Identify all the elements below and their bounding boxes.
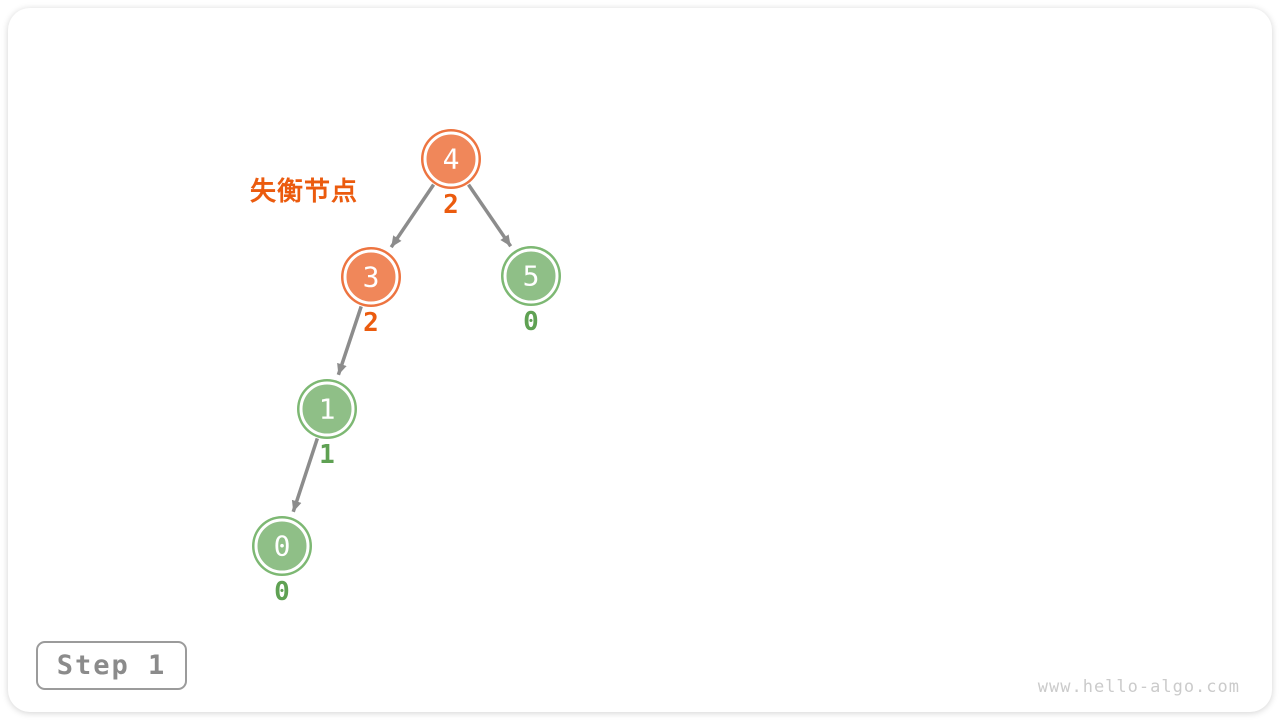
node-value: 3	[362, 260, 380, 293]
balance-factor-3: 2	[363, 308, 379, 338]
node-value: 5	[522, 259, 540, 292]
node-value: 1	[318, 392, 336, 425]
tree-node-0: 0	[254, 518, 310, 574]
balance-factor-5: 0	[523, 307, 539, 337]
tree-node-1: 1	[299, 381, 355, 437]
node-value: 4	[442, 142, 460, 175]
watermark-text: www.hello-algo.com	[1037, 677, 1240, 697]
tree-edge-4-5	[467, 183, 513, 248]
unbalanced-node-label: 失衡节点	[250, 177, 359, 207]
step-badge-label: Step 1	[56, 650, 167, 681]
tree-node-5: 5	[503, 248, 559, 304]
tree-edge-3-1	[336, 305, 363, 376]
tree-edge-1-0	[291, 437, 319, 513]
tree-node-3: 3	[343, 249, 399, 305]
figure-card	[8, 8, 1272, 712]
balance-factor-1: 1	[319, 440, 335, 470]
tree-node-4: 4	[423, 131, 479, 187]
balance-factor-0: 0	[274, 577, 290, 607]
tree-edge-4-3	[389, 183, 436, 249]
balance-factor-4: 2	[443, 190, 459, 220]
step-badge: Step 1	[36, 641, 187, 690]
node-value: 0	[273, 529, 291, 562]
